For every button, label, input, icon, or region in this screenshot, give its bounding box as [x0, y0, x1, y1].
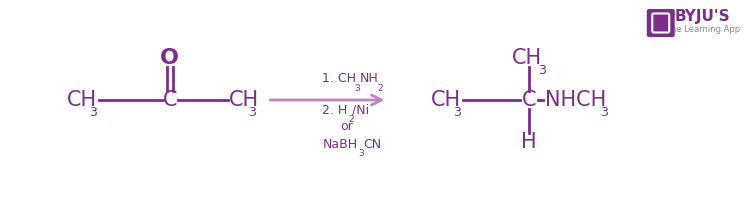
Text: 3: 3 [538, 64, 546, 77]
Text: C: C [163, 90, 177, 110]
Text: CH: CH [431, 90, 461, 110]
Text: CH: CH [67, 90, 97, 110]
Text: 2: 2 [348, 115, 354, 124]
Text: 3: 3 [600, 106, 608, 119]
Text: CH: CH [512, 48, 542, 68]
FancyBboxPatch shape [646, 9, 675, 37]
Text: O: O [160, 48, 179, 68]
Text: The Learning App: The Learning App [665, 26, 740, 34]
Text: NHCH: NHCH [545, 90, 606, 110]
Text: 2: 2 [377, 84, 383, 93]
Text: or: or [340, 120, 353, 134]
Text: NaBH: NaBH [322, 138, 358, 150]
Text: 3: 3 [358, 149, 364, 158]
Text: H: H [521, 132, 537, 152]
Text: C: C [522, 90, 536, 110]
Text: 3: 3 [89, 106, 97, 119]
Text: 3: 3 [453, 106, 461, 119]
Text: 3: 3 [354, 84, 360, 93]
Text: 3: 3 [248, 106, 256, 119]
Text: 1. CH: 1. CH [322, 72, 356, 86]
Text: 2. H: 2. H [322, 103, 348, 117]
Text: CN: CN [363, 138, 382, 150]
Text: BYJU'S: BYJU'S [675, 9, 730, 25]
Text: NH: NH [359, 72, 378, 86]
Text: CH: CH [229, 90, 259, 110]
Text: /Ni: /Ni [352, 103, 370, 117]
